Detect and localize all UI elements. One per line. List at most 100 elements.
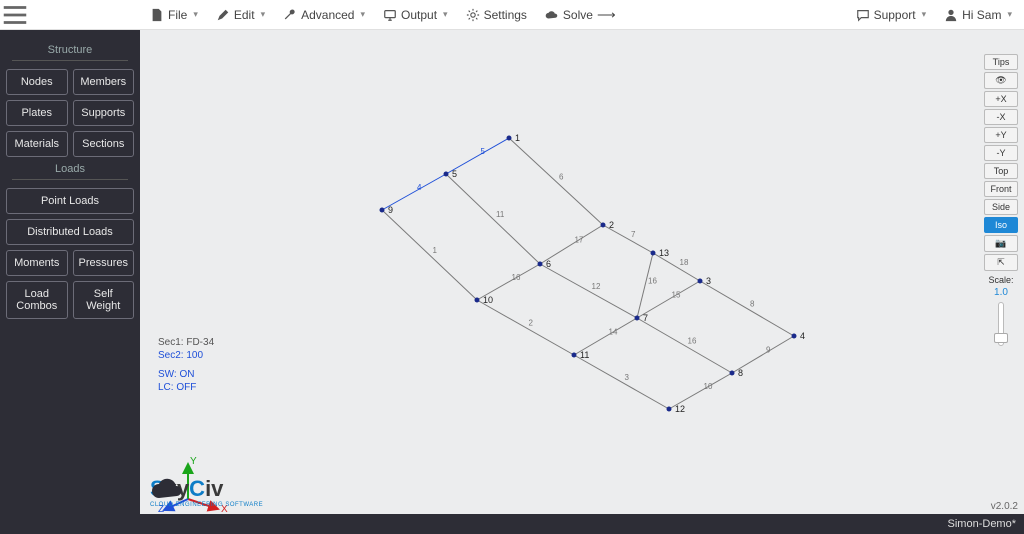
structure-section-title: Structure <box>12 44 128 61</box>
svg-text:5: 5 <box>452 169 457 179</box>
output-menu[interactable]: Output▾ <box>383 8 448 22</box>
svg-text:9: 9 <box>766 346 771 355</box>
view-top-button[interactable]: Top <box>984 163 1018 179</box>
edit-menu[interactable]: Edit▾ <box>216 8 265 22</box>
pressures-button[interactable]: Pressures <box>73 250 135 276</box>
svg-text:16: 16 <box>688 337 697 346</box>
svg-text:6: 6 <box>546 259 551 269</box>
view-front-button[interactable]: Front <box>984 181 1018 197</box>
view-visibility-button[interactable]: 👁 <box>984 72 1018 89</box>
sections-button[interactable]: Sections <box>73 131 135 157</box>
svg-text:5: 5 <box>481 147 486 156</box>
svg-text:3: 3 <box>625 373 630 382</box>
axis-y-label: Y <box>190 456 197 467</box>
svg-text:1: 1 <box>433 246 438 255</box>
edit-label: Edit <box>234 8 255 22</box>
svg-text:13: 13 <box>659 248 669 258</box>
svg-text:14: 14 <box>609 328 618 337</box>
lc-label: LC: OFF <box>158 381 214 394</box>
solve-button[interactable]: Solve ⟶ <box>545 7 616 23</box>
svg-text:11: 11 <box>580 350 589 360</box>
user-menu[interactable]: Hi Sam▾ <box>944 8 1012 22</box>
load-combos-label: Load Combos <box>16 288 57 312</box>
cloud-icon <box>545 8 559 22</box>
sw-label: SW: ON <box>158 368 214 381</box>
scale-value: 1.0 <box>984 287 1018 298</box>
svg-text:2: 2 <box>609 220 614 230</box>
view-expand-button[interactable]: ⇱ <box>984 254 1018 271</box>
svg-text:18: 18 <box>680 258 689 267</box>
self-weight-button[interactable]: Self Weight <box>73 281 135 319</box>
svg-text:4: 4 <box>800 331 805 341</box>
svg-text:12: 12 <box>592 282 601 291</box>
monitor-icon <box>383 8 397 22</box>
svg-text:8: 8 <box>750 300 755 309</box>
loads-section-title: Loads <box>12 163 128 180</box>
load-combos-button[interactable]: Load Combos <box>6 281 68 319</box>
sidebar: Structure Nodes Members Plates Supports … <box>0 30 140 514</box>
svg-text:17: 17 <box>575 236 584 245</box>
view-iso-button[interactable]: Iso <box>984 217 1018 233</box>
brand-tagline: CLOUD ENGINEERING SOFTWARE <box>150 502 263 508</box>
moments-button[interactable]: Moments <box>6 250 68 276</box>
advanced-menu[interactable]: Advanced ▾ <box>283 8 365 22</box>
statusbar: Simon-Demo* <box>0 514 1024 534</box>
chevron-down-icon: ▾ <box>193 9 198 20</box>
view-tips-button[interactable]: Tips <box>984 54 1018 70</box>
right-menu: Support▾ Hi Sam▾ <box>856 8 1012 22</box>
chevron-down-icon: ▾ <box>443 9 448 20</box>
user-label: Hi Sam <box>962 8 1001 22</box>
file-label: File <box>168 8 187 22</box>
view-plus-y-button[interactable]: +Y <box>984 127 1018 143</box>
view-plus-x-button[interactable]: +X <box>984 91 1018 107</box>
point-loads-button[interactable]: Point Loads <box>6 188 134 214</box>
topbar: File▾ Edit▾ Advanced▾ Output▾ Settings S… <box>0 0 1024 30</box>
brand-logo: SkyCiv CLOUD ENGINEERING SOFTWARE <box>150 476 263 508</box>
wrench-icon <box>283 8 297 22</box>
self-weight-label: Self Weight <box>86 288 120 312</box>
svg-text:10: 10 <box>483 295 493 305</box>
nodes-button[interactable]: Nodes <box>6 69 68 95</box>
svg-text:7: 7 <box>631 230 636 239</box>
svg-text:10: 10 <box>704 382 713 391</box>
settings-menu[interactable]: Settings <box>466 8 527 22</box>
materials-button[interactable]: Materials <box>6 131 68 157</box>
pencil-icon <box>216 8 230 22</box>
svg-text:11: 11 <box>496 210 505 219</box>
svg-text:6: 6 <box>559 173 564 182</box>
status-text: Simon-Demo* <box>948 518 1016 530</box>
solve-label: Solve <box>563 8 593 22</box>
viewport-canvas[interactable]: 4561117181716122141681591631015926101337… <box>140 30 1024 514</box>
viewport-info: Sec1: FD-34 Sec2: 100 SW: ON LC: OFF <box>158 336 214 394</box>
view-side-button[interactable]: Side <box>984 199 1018 215</box>
sec2-label: Sec2: 100 <box>158 349 214 362</box>
svg-text:16: 16 <box>648 277 657 286</box>
svg-text:12: 12 <box>675 404 685 414</box>
cloud-logo-icon <box>150 476 186 502</box>
support-menu[interactable]: Support▾ <box>856 8 927 22</box>
svg-text:16: 16 <box>512 273 521 282</box>
version-label: v2.0.2 <box>991 501 1018 512</box>
support-label: Support <box>874 8 916 22</box>
file-menu[interactable]: File ▾ <box>150 8 198 22</box>
members-button[interactable]: Members <box>73 69 135 95</box>
svg-text:8: 8 <box>738 368 743 378</box>
distributed-loads-button[interactable]: Distributed Loads <box>6 219 134 245</box>
view-minus-y-button[interactable]: -Y <box>984 145 1018 161</box>
chat-icon <box>856 8 870 22</box>
view-camera-button[interactable]: 📷 <box>984 235 1018 252</box>
advanced-label: Advanced <box>301 8 354 22</box>
view-minus-x-button[interactable]: -X <box>984 109 1018 125</box>
svg-text:4: 4 <box>417 183 422 192</box>
arrow-right-icon: ⟶ <box>597 7 616 23</box>
hamburger-menu-icon[interactable] <box>0 0 30 30</box>
svg-text:9: 9 <box>388 205 393 215</box>
chevron-down-icon: ▾ <box>360 9 365 20</box>
plates-button[interactable]: Plates <box>6 100 68 126</box>
user-icon <box>944 8 958 22</box>
svg-text:7: 7 <box>643 313 648 323</box>
svg-text:1: 1 <box>515 133 520 143</box>
settings-label: Settings <box>484 8 527 22</box>
scale-slider[interactable] <box>998 302 1004 346</box>
supports-button[interactable]: Supports <box>73 100 135 126</box>
